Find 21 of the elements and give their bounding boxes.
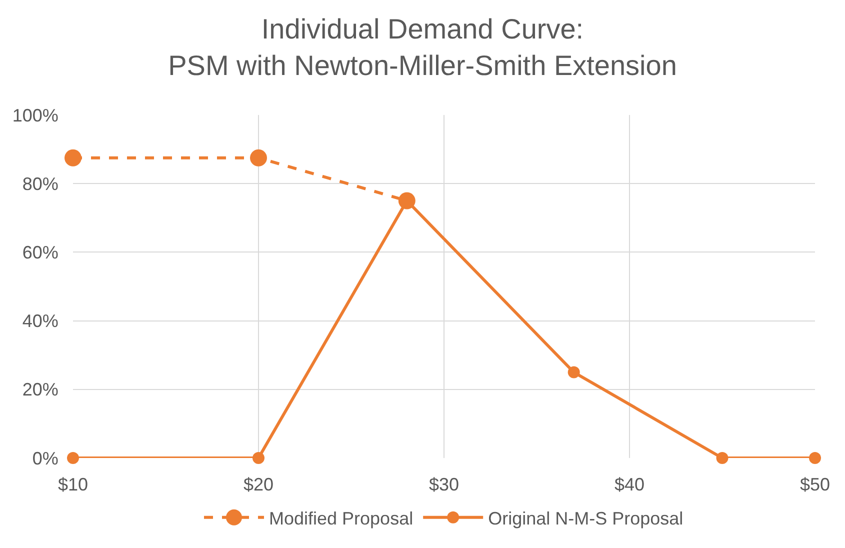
point bbox=[67, 452, 79, 464]
point bbox=[716, 452, 728, 464]
y-tick-label: 0% bbox=[32, 448, 58, 468]
legend-label: Original N-M-S Proposal bbox=[488, 508, 684, 528]
x-tick-label: $20 bbox=[243, 474, 274, 495]
x-tick-label: $40 bbox=[614, 474, 645, 495]
point bbox=[64, 149, 82, 166]
point bbox=[809, 452, 821, 464]
legend-label: Modified Proposal bbox=[269, 508, 414, 528]
y-tick-label: 100% bbox=[12, 105, 58, 126]
chart-title: Individual Demand Curve: PSM with Newton-Miller-Smith Extension bbox=[168, 13, 677, 81]
y-tick-label: 60% bbox=[22, 242, 58, 262]
point bbox=[250, 149, 267, 166]
y-tick-label: 40% bbox=[22, 311, 58, 332]
x-tick-label: $10 bbox=[58, 474, 88, 495]
point bbox=[252, 452, 264, 464]
y-tick-label: 20% bbox=[22, 380, 58, 400]
point bbox=[568, 366, 580, 378]
x-tick-label: $50 bbox=[800, 474, 830, 495]
x-tick-label: $30 bbox=[428, 474, 460, 495]
y-tick-label: 80% bbox=[22, 174, 58, 194]
